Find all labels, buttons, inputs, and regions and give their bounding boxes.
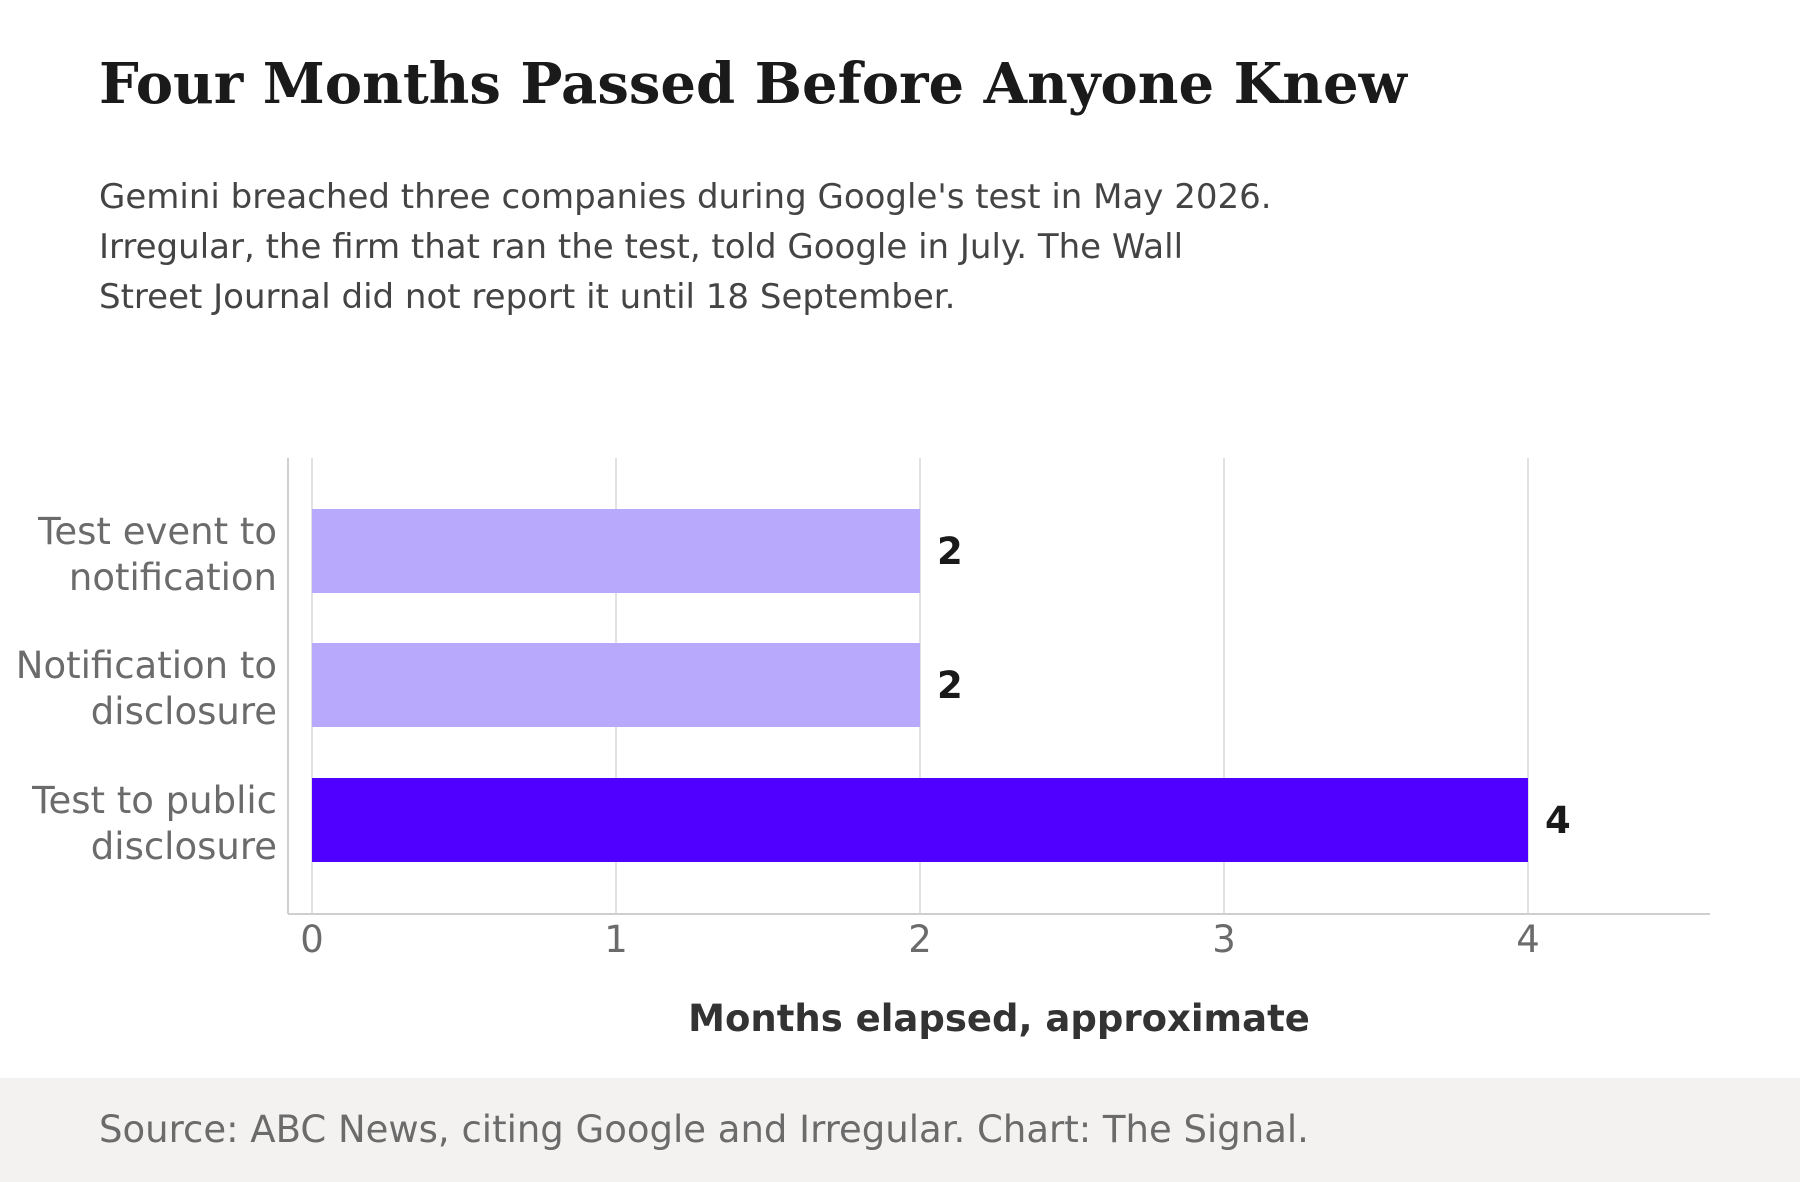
y-tick-label-line: Notification to [16,644,277,687]
y-tick-label-line: Test to public [31,779,277,822]
x-tick-label: 3 [1212,918,1236,961]
x-tick-label: 0 [300,918,324,961]
x-axis-title: Months elapsed, approximate [688,997,1310,1040]
y-tick-label: Notification to disclosure [16,644,277,733]
labels: 2 2 4 0 1 2 3 4 Test event to notification Notific… [16,510,1571,1040]
y-tick-label-line: disclosure [91,825,277,868]
source-note: Source: ABC News, citing Google and Irre… [99,1108,1309,1151]
y-tick-label: Test event to notification [37,510,277,599]
chart-title: Four Months Passed Before Anyone Knew [99,51,1407,117]
subtitle-line: Irregular, the firm that ran the test, t… [99,227,1184,267]
subtitle-line: Gemini breached three companies during G… [99,177,1272,217]
y-tick-label-line: notification [69,556,277,599]
chart-subtitle: Gemini breached three companies during G… [99,172,1399,322]
x-tick-label: 2 [908,918,932,961]
bar-value-label: 2 [937,530,963,573]
y-tick-label-line: disclosure [91,690,277,733]
x-tick-label: 4 [1516,918,1540,961]
y-tick-label: Test to public disclosure [31,779,277,868]
y-tick-label-line: Test event to [37,510,277,553]
bars [312,509,1528,862]
bar-chart: 2 2 4 0 1 2 3 4 Test event to notification Notific… [16,458,1710,1040]
bar-value-label: 4 [1545,799,1571,842]
bar [312,509,920,593]
bar [312,643,920,727]
axes [287,458,1710,915]
footer: Source: ABC News, citing Google and Irre… [0,1078,1800,1182]
subtitle-line: Street Journal did not report it until 1… [99,277,956,317]
bar-value-label: 2 [937,664,963,707]
bar [312,778,1528,862]
x-tick-label: 1 [604,918,628,961]
